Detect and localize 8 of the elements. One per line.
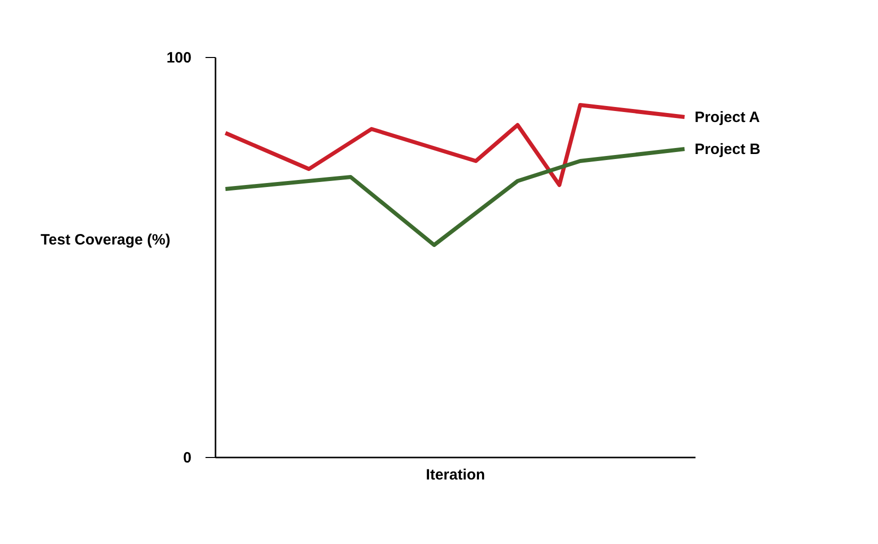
series-label: Project A: [694, 109, 760, 126]
y-axis-title: Test Coverage (%): [40, 232, 170, 248]
series-label: Project B: [694, 141, 761, 158]
line-series: [223, 103, 687, 187]
x-axis-title: Iteration: [426, 466, 486, 484]
y-tick-label: 100: [166, 50, 192, 66]
y-tick-label: 0: [183, 450, 192, 466]
line-series: [223, 147, 687, 247]
